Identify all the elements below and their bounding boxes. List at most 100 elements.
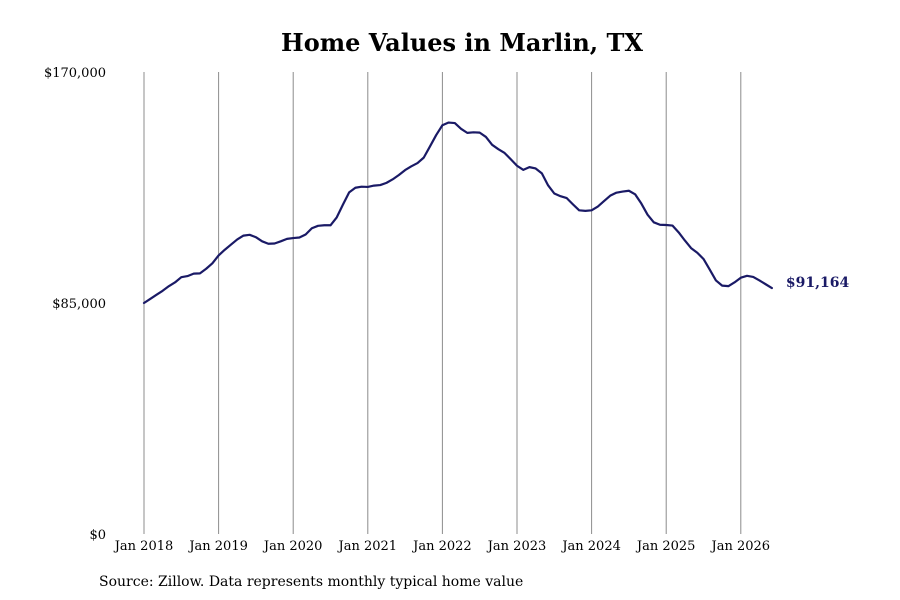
data-point	[758, 279, 760, 281]
x-tick-label: Jan 2019	[187, 539, 248, 554]
data-point	[255, 236, 257, 238]
chart-title: Home Values in Marlin, TX	[281, 28, 643, 57]
data-point	[740, 277, 742, 279]
data-point	[503, 152, 505, 154]
data-point	[621, 190, 623, 192]
data-point	[205, 268, 207, 270]
data-point	[460, 128, 462, 130]
data-point	[373, 184, 375, 186]
x-axis-tick-labels: Jan 2018 Jan 2019 Jan 2020 Jan 2021 Jan 2022…	[113, 539, 770, 554]
data-point	[510, 158, 512, 160]
x-tick-label: Jan 2018	[113, 539, 174, 554]
data-point	[435, 134, 437, 136]
data-point	[479, 131, 481, 133]
data-point	[547, 184, 549, 186]
x-tick-label: Jan 2021	[337, 539, 398, 554]
data-point	[224, 249, 226, 251]
data-point	[168, 285, 170, 287]
data-point	[416, 162, 418, 164]
data-point	[584, 210, 586, 212]
data-point	[597, 205, 599, 207]
data-point	[242, 234, 244, 236]
x-tick-label: Jan 2026	[710, 539, 771, 554]
data-point	[410, 165, 412, 167]
home-value-line	[142, 121, 773, 305]
data-point	[709, 268, 711, 270]
data-point	[180, 276, 182, 278]
data-point	[149, 298, 151, 300]
data-point	[590, 209, 592, 211]
data-point	[746, 275, 748, 277]
x-tick-label: Jan 2022	[411, 539, 472, 554]
data-point	[528, 166, 530, 168]
x-tick-label: Jan 2020	[262, 539, 323, 554]
data-point	[696, 252, 698, 254]
data-point	[230, 243, 232, 245]
data-point	[155, 294, 157, 296]
data-point	[174, 281, 176, 283]
data-point	[236, 238, 238, 240]
data-point	[727, 285, 729, 287]
data-point	[609, 194, 611, 196]
end-value-label: $91,164	[786, 275, 850, 291]
data-point	[684, 239, 686, 241]
data-point	[161, 290, 163, 292]
x-tick-label: Jan 2024	[560, 539, 621, 554]
data-point	[721, 284, 723, 286]
data-point	[354, 187, 356, 189]
data-point	[404, 169, 406, 171]
data-point	[634, 193, 636, 195]
data-point	[690, 247, 692, 249]
data-point	[323, 224, 325, 226]
data-point	[193, 272, 195, 274]
data-point	[466, 132, 468, 134]
source-note: Source: Zillow. Data represents monthly …	[99, 574, 524, 590]
data-point	[491, 144, 493, 146]
data-point	[715, 279, 717, 281]
data-point	[646, 213, 648, 215]
data-point	[677, 231, 679, 233]
data-point	[572, 203, 574, 205]
grid-lines	[143, 72, 742, 534]
data-point	[317, 225, 319, 227]
data-point	[516, 165, 518, 167]
data-point	[304, 233, 306, 235]
data-point	[541, 172, 543, 174]
data-point	[771, 287, 773, 289]
data-point	[273, 242, 275, 244]
data-point	[615, 191, 617, 193]
data-point	[391, 178, 393, 180]
data-point	[329, 224, 331, 226]
data-point	[379, 184, 381, 186]
data-point	[752, 276, 754, 278]
data-point	[441, 124, 443, 126]
x-tick-label: Jan 2023	[486, 539, 547, 554]
x-tick-label: Jan 2025	[635, 539, 696, 554]
data-point	[385, 182, 387, 184]
data-point	[559, 195, 561, 197]
data-point	[342, 203, 344, 205]
data-point	[553, 192, 555, 194]
data-point	[217, 254, 219, 256]
data-point	[143, 302, 145, 304]
data-point	[534, 167, 536, 169]
data-points	[143, 121, 773, 304]
data-point	[423, 156, 425, 158]
data-point	[578, 209, 580, 211]
data-point	[348, 191, 350, 193]
data-point	[764, 283, 766, 285]
data-point	[267, 243, 269, 245]
data-point	[472, 131, 474, 133]
data-point	[522, 169, 524, 171]
y-tick-label: $170,000	[44, 66, 106, 81]
data-point	[603, 200, 605, 202]
data-point	[211, 262, 213, 264]
y-tick-label: $85,000	[52, 297, 106, 312]
data-point	[298, 236, 300, 238]
data-point	[628, 190, 630, 192]
data-point	[311, 227, 313, 229]
data-point	[336, 216, 338, 218]
data-point	[398, 174, 400, 176]
data-point	[702, 258, 704, 260]
